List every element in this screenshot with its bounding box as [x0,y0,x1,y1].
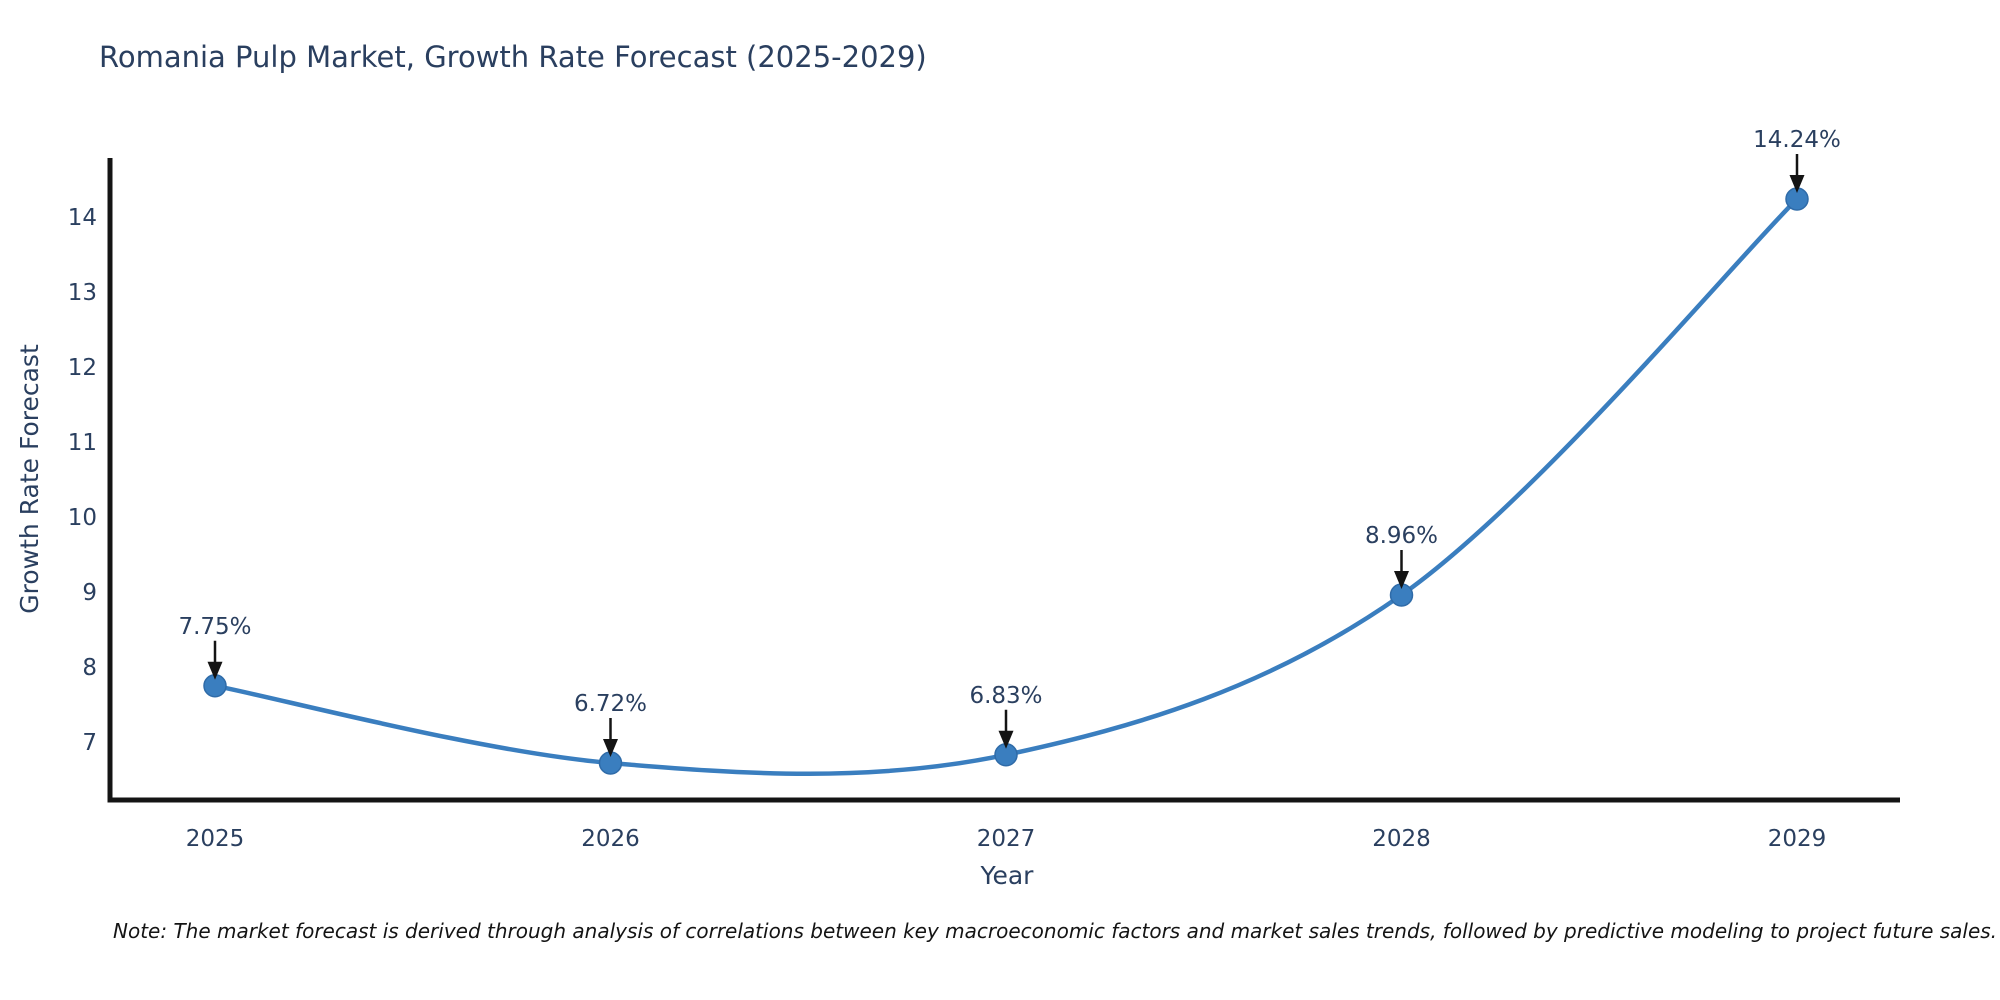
y-tick-label: 11 [68,430,97,456]
y-tick-label: 12 [68,355,97,381]
point-value-label: 7.75% [178,614,251,640]
annotation-arrowhead-icon [1394,571,1409,590]
annotation-arrowhead-icon [207,661,223,680]
point-value-label: 6.83% [969,683,1042,709]
x-tick-label: 2025 [186,826,245,852]
x-tick-label: 2028 [1372,826,1431,852]
y-tick-label: 8 [82,655,97,681]
y-tick-label: 10 [68,505,97,531]
x-tick-label: 2029 [1768,826,1827,852]
y-axis-title: Growth Rate Forecast [15,344,44,614]
axes: 7 8 9 10 11 12 13 14 2025 2026 2027 2028 2029 [68,158,1900,852]
x-tick-label: 2027 [977,826,1036,852]
y-tick-label: 13 [68,280,97,306]
growth-rate-curve [212,196,1800,776]
chart-title: Romania Pulp Market, Growth Rate Forecas… [99,40,927,74]
x-axis-title: Year [980,861,1035,890]
y-tick-label: 7 [82,730,97,756]
point-value-label: 14.24% [1753,127,1841,153]
point-value-label: 8.96% [1365,523,1438,549]
y-tick-label: 9 [82,580,97,606]
annotation-arrowhead-icon [998,730,1014,749]
y-tick-label: 14 [68,205,97,231]
line-series [203,187,1809,776]
point-value-label: 6.72% [574,691,647,717]
footnote: Note: The market forecast is derived thr… [113,919,1998,943]
x-tick-label: 2026 [581,826,640,852]
annotation-arrowhead-icon [1789,175,1805,194]
annotations: 7.75% 6.72% 6.83% 8.96% 14.24% [178,127,1841,758]
annotation-arrowhead-icon [603,739,618,758]
